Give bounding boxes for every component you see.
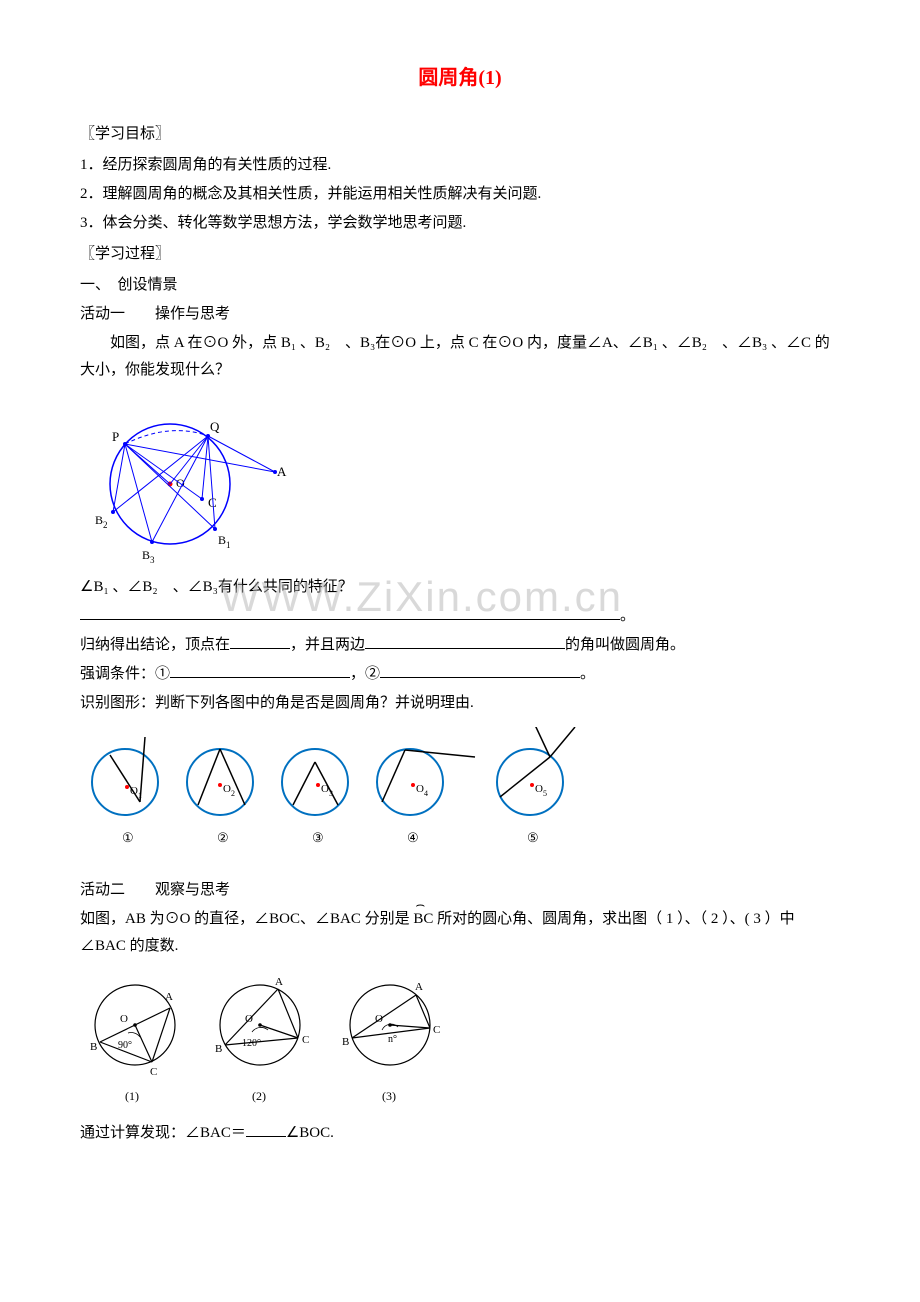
- svg-text:3: 3: [150, 555, 155, 564]
- svg-text:O: O: [416, 783, 424, 795]
- svg-text:P: P: [112, 429, 119, 444]
- svg-text:A: A: [415, 981, 423, 993]
- svg-text:A: A: [277, 464, 287, 479]
- objective-2: 2．理解圆周角的概念及其相关性质，并能运用相关性质解决有关问题.: [80, 181, 840, 208]
- circle-label-4: ④: [407, 830, 419, 845]
- objectives-heading: 〖学习目标〗: [80, 121, 840, 148]
- angle-3: n°: [388, 1034, 397, 1045]
- svg-text:2: 2: [103, 520, 108, 530]
- svg-text:A: A: [275, 976, 283, 988]
- conclusion-mid: ，并且两边: [290, 637, 365, 653]
- angle-2: 120°: [242, 1038, 261, 1049]
- figure-circles: O1 ① O2 ② O3 ③ O4 ④ O5 ⑤: [80, 727, 840, 857]
- angle-1: 90°: [118, 1040, 132, 1051]
- fig3-label-3: (3): [382, 1089, 396, 1103]
- svg-text:B: B: [215, 1043, 222, 1055]
- conclusion-pre: 归纳得出结论，顶点在: [80, 637, 230, 653]
- svg-text:2: 2: [231, 789, 235, 798]
- svg-text:Q: Q: [210, 419, 220, 434]
- section-1: 一、 创设情景: [80, 272, 840, 299]
- emphasis-pre: 强调条件：①: [80, 666, 170, 682]
- fig3-label-1: (1): [125, 1089, 139, 1103]
- calc-post: ∠BOC.: [286, 1125, 334, 1141]
- circle-label-2: ②: [217, 830, 229, 845]
- figure-1: O P Q A C B2 B3 B1: [80, 394, 840, 564]
- activity2-pre: 如图，AB 为⊙O 的直径，∠BOC、∠BAC 分别是: [80, 911, 413, 927]
- svg-text:O: O: [223, 783, 231, 795]
- svg-text:A: A: [165, 991, 173, 1003]
- svg-text:O: O: [130, 785, 138, 797]
- activity-1-text: 如图，点 A 在⊙O 外，点 B₁ 、B₂ 、B₃在⊙O 上，点 C 在⊙O 内…: [80, 330, 840, 384]
- blank-line: 。: [80, 603, 840, 630]
- process-heading: 〖学习过程〗: [80, 241, 840, 268]
- svg-text:C: C: [302, 1034, 309, 1046]
- objective-3: 3．体会分类、转化等数学思想方法，学会数学地思考问题.: [80, 210, 840, 237]
- figure-3: O A B C 90° (1) O A B C 120° (2) O A B C: [80, 970, 840, 1110]
- emphasis-mid: ，②: [350, 666, 380, 682]
- conclusion-line: 归纳得出结论，顶点在 ，并且两边 的角叫做圆周角。: [80, 632, 840, 659]
- svg-text:1: 1: [226, 540, 231, 550]
- calculation-line: 通过计算发现：∠BAC＝ ∠BOC.: [80, 1120, 840, 1147]
- svg-text:4: 4: [424, 789, 428, 798]
- circle-label-1: ①: [122, 830, 134, 845]
- svg-text:B: B: [95, 513, 103, 527]
- activity-1-heading: 活动一 操作与思考: [80, 301, 840, 328]
- calc-pre: 通过计算发现：∠BAC＝: [80, 1125, 246, 1141]
- svg-text:C: C: [150, 1066, 157, 1078]
- activity-2-text: 如图，AB 为⊙O 的直径，∠BOC、∠BAC 分别是 BC 所对的圆心角、圆周…: [80, 906, 840, 960]
- fig3-label-2: (2): [252, 1089, 266, 1103]
- activity-2-heading: 活动二 观察与思考: [80, 877, 840, 904]
- recognize-text: 识别图形：判断下列各图中的角是否是圆周角？并说明理由.: [80, 690, 840, 717]
- svg-text:O: O: [120, 1013, 128, 1025]
- page-title: 圆周角(1): [80, 60, 840, 96]
- svg-text:B: B: [218, 533, 226, 547]
- arc-bc: BC: [413, 906, 433, 933]
- svg-text:O: O: [375, 1013, 383, 1025]
- question-common-features: ∠B₁ 、∠B₂ 、∠B₃有什么共同的特征？: [80, 574, 840, 601]
- svg-text:B: B: [342, 1036, 349, 1048]
- svg-text:B: B: [90, 1041, 97, 1053]
- conclusion-post: 的角叫做圆周角。: [565, 637, 685, 653]
- svg-text:C: C: [433, 1024, 440, 1036]
- svg-text:B: B: [142, 548, 150, 562]
- objective-1: 1．经历探索圆周角的有关性质的过程.: [80, 152, 840, 179]
- circle-label-5: ⑤: [527, 830, 539, 845]
- circle-label-3: ③: [312, 830, 324, 845]
- svg-text:O: O: [535, 783, 543, 795]
- svg-text:5: 5: [543, 789, 547, 798]
- emphasis-line: 强调条件：①，②。: [80, 661, 840, 688]
